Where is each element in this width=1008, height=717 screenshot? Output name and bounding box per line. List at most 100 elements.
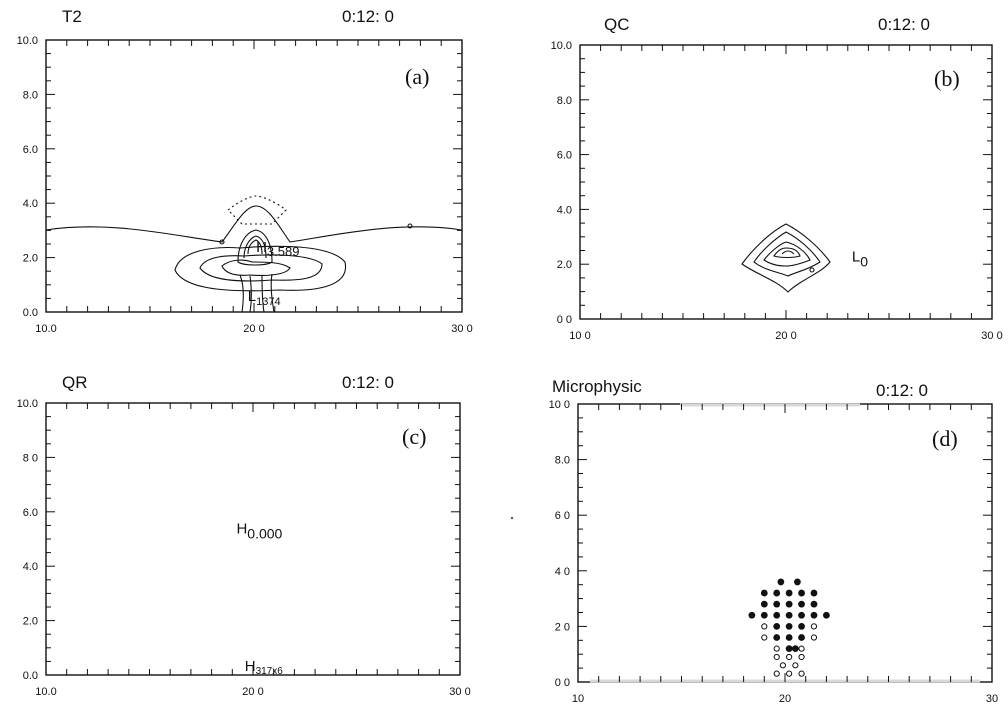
- contour-cloud-outer: [741, 223, 831, 293]
- annotation-h-surface: H317x6: [245, 658, 284, 677]
- y-tick-label: 6.0: [23, 507, 38, 519]
- panel-d-ticks: [577, 403, 993, 683]
- y-tick-label: 0 0: [557, 314, 572, 326]
- panel-b-ticks: [579, 44, 993, 320]
- particle-open: [779, 662, 787, 669]
- x-tick-label: 30 0: [449, 686, 470, 698]
- y-tick-label: 10.0: [17, 35, 38, 47]
- particle-filled: [791, 645, 799, 653]
- x-tick-label: 20: [779, 693, 791, 705]
- panel-d-microphysic: Microphysic 0:12: 0 (d) 0 0 2 0 4 0 6 0 8.0 1…: [549, 377, 999, 705]
- annotation-h-max: H3.589: [256, 239, 299, 259]
- y-tick-label: 0 0: [555, 677, 570, 689]
- x-tick-label: 20 0: [242, 686, 263, 698]
- y-tick-label: 10.0: [551, 40, 572, 52]
- particle-filled: [810, 600, 818, 608]
- y-tick-label: 10 0: [549, 399, 570, 411]
- y-tick-label: 4.0: [557, 204, 572, 216]
- contour-loop-inner: [221, 259, 291, 277]
- panel-c-qr: QR 0:12: 0 (c) 0.0 2.0 4.0 6.0 8 0 10.0 10.0 2…: [17, 373, 471, 698]
- panel-b-contours: [741, 223, 831, 293]
- panel-d-frame: [577, 403, 993, 683]
- particle-filled: [785, 589, 793, 597]
- panel-b-y-tick-labels: 0 0 2.0 4.0 6.0 8.0 10.0: [551, 40, 572, 326]
- panel-a-ticks: [45, 39, 463, 313]
- scan-speck: [510, 516, 514, 520]
- panel-c-ticks: [45, 402, 461, 676]
- particle-filled: [773, 623, 781, 630]
- particle-open: [798, 670, 805, 677]
- y-tick-label: 8.0: [555, 455, 570, 467]
- x-tick-label: 20 0: [243, 323, 264, 335]
- panel-a-x-tick-labels: 10.0 20 0 30 0: [35, 323, 472, 335]
- contour-cloud-3: [763, 241, 811, 267]
- particle-filled: [785, 645, 793, 653]
- particle-filled: [785, 623, 793, 630]
- y-tick-label: 4.0: [23, 561, 38, 573]
- particle-filled: [773, 634, 781, 641]
- y-tick-label: 10.0: [17, 398, 38, 410]
- x-tick-label: 10.0: [35, 323, 56, 335]
- particle-open: [810, 634, 818, 641]
- contour-core-3: [247, 239, 263, 255]
- contour-dashed-cap: [227, 195, 287, 225]
- particle-open: [786, 653, 793, 661]
- particle-open: [773, 653, 780, 661]
- y-tick-label: 0.0: [23, 670, 38, 682]
- particle-filled: [798, 589, 805, 597]
- particle-open: [810, 623, 818, 630]
- particle-open: [792, 662, 799, 669]
- contour-node: [219, 239, 225, 245]
- particle-filled: [810, 611, 818, 619]
- y-tick-label: 8 0: [23, 452, 38, 464]
- panel-a-contours: [45, 195, 463, 313]
- contour-core: [237, 229, 273, 266]
- particle-open: [761, 634, 768, 641]
- panel-a-title: T2: [62, 7, 82, 26]
- x-tick-label: 10: [572, 693, 584, 705]
- y-tick-label: 8.0: [557, 95, 572, 107]
- contour-node: [809, 267, 815, 273]
- particle-filled: [798, 611, 805, 619]
- panel-d-particles: [748, 578, 830, 677]
- panel-d-x-tick-labels: 10 20 30: [572, 693, 998, 705]
- particle-filled: [823, 611, 830, 619]
- particle-filled: [748, 611, 756, 619]
- panel-a-t2: T2 0:12: 0 (a) 0.0 2.0 4.0 6.0 8.0 10.0 10.0 2…: [17, 7, 473, 335]
- particle-open: [773, 670, 780, 677]
- contour-core-2: [243, 235, 267, 259]
- contour-loop-mid: [199, 254, 323, 282]
- particle-filled: [773, 611, 781, 619]
- panel-b-frame: [579, 44, 993, 320]
- x-tick-label: 10.0: [35, 686, 56, 698]
- particle-filled: [798, 623, 805, 630]
- contour-stem-2: [249, 275, 253, 313]
- particle-filled: [760, 589, 768, 597]
- x-tick-label: 30: [986, 693, 998, 705]
- particle-filled: [760, 600, 768, 608]
- contour-loop-outer: [174, 245, 347, 292]
- y-tick-label: 4 0: [555, 566, 570, 578]
- contour-stem-1: [239, 274, 244, 313]
- particle-open: [773, 645, 780, 652]
- panel-a-time: 0:12: 0: [342, 7, 394, 26]
- particle-filled: [798, 600, 805, 608]
- contour-cloud-2: [753, 231, 821, 277]
- panel-d-title: Microphysic: [552, 377, 642, 396]
- particle-filled: [785, 634, 793, 641]
- particle-filled: [810, 589, 818, 597]
- particle-open: [761, 623, 768, 630]
- y-tick-label: 2.0: [23, 253, 38, 265]
- x-tick-label: 30 0: [981, 330, 1002, 342]
- contour-stem-4: [270, 273, 275, 313]
- panel-d-tag: (d): [932, 426, 958, 451]
- panel-c-title: QR: [62, 373, 88, 392]
- x-tick-label: 30 0: [451, 323, 472, 335]
- particle-filled: [773, 589, 781, 597]
- y-tick-label: 0.0: [23, 307, 38, 319]
- contour-cloud-5: [781, 250, 795, 255]
- particle-open: [798, 645, 805, 652]
- y-tick-label: 2.0: [23, 616, 38, 628]
- particle-open: [786, 670, 793, 677]
- particle-filled: [773, 600, 781, 608]
